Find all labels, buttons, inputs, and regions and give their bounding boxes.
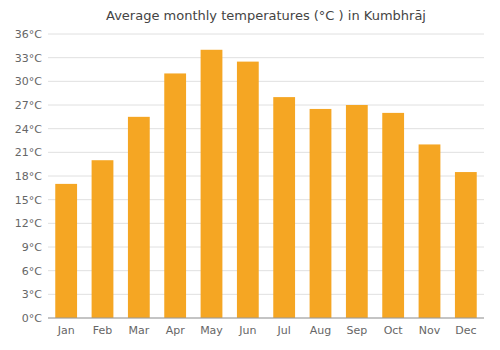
grid-line (48, 318, 484, 319)
bar (455, 172, 477, 318)
y-tick-label: 12°C (15, 217, 42, 230)
bar (237, 62, 259, 318)
bar (201, 50, 223, 318)
y-tick-label: 36°C (15, 28, 42, 41)
bar (382, 113, 404, 318)
bar (55, 184, 77, 318)
x-tick-label: Sep (346, 324, 367, 337)
y-tick-label: 33°C (15, 52, 42, 65)
bar (346, 105, 368, 318)
bar (128, 117, 150, 318)
y-tick-label: 3°C (22, 288, 42, 301)
x-axis: Jan Feb Mar Apr May Jun Jul Aug Sep Oct Nov Dec (57, 324, 477, 337)
y-tick-label: 15°C (15, 194, 42, 207)
bar (164, 73, 186, 318)
grid-line (48, 128, 484, 129)
bar (273, 97, 295, 318)
y-tick-label: 30°C (15, 75, 42, 88)
grid-line (48, 57, 484, 58)
x-tick-label: Mar (128, 324, 149, 337)
x-tick-label: Dec (455, 324, 476, 337)
grid-line (48, 34, 484, 35)
bar (92, 160, 114, 318)
y-tick-label: 24°C (15, 123, 42, 136)
x-tick-label: Feb (93, 324, 112, 337)
y-axis: 0°C 3°C 6°C 9°C 12°C 15°C 18°C 21°C 24°C 27°C 30°C… (15, 28, 484, 325)
x-tick-label: Nov (419, 324, 441, 337)
bar (419, 144, 441, 318)
y-tick-label: 0°C (22, 312, 42, 325)
bars (55, 50, 476, 318)
y-tick-label: 6°C (22, 265, 42, 278)
title: Average monthly temperatures (°C ) in Ku… (106, 8, 426, 23)
x-tick-label: Oct (384, 324, 404, 337)
x-tick-label: May (200, 324, 223, 337)
x-axis-line (48, 318, 484, 319)
chart: Average monthly temperatures (°C ) in Ku… (0, 0, 500, 350)
grid-line (48, 81, 484, 82)
y-tick-label: 21°C (15, 146, 42, 159)
y-tick-label: 9°C (22, 241, 42, 254)
x-tick-label: Aug (310, 324, 331, 337)
x-tick-label: Apr (166, 324, 186, 337)
x-tick-label: Jul (277, 324, 291, 337)
y-tick-label: 27°C (15, 99, 42, 112)
y-tick-label: 18°C (15, 170, 42, 183)
x-tick-label: Jun (238, 324, 256, 337)
grid-line (48, 105, 484, 106)
x-tick-label: Jan (57, 324, 75, 337)
bar (310, 109, 332, 318)
